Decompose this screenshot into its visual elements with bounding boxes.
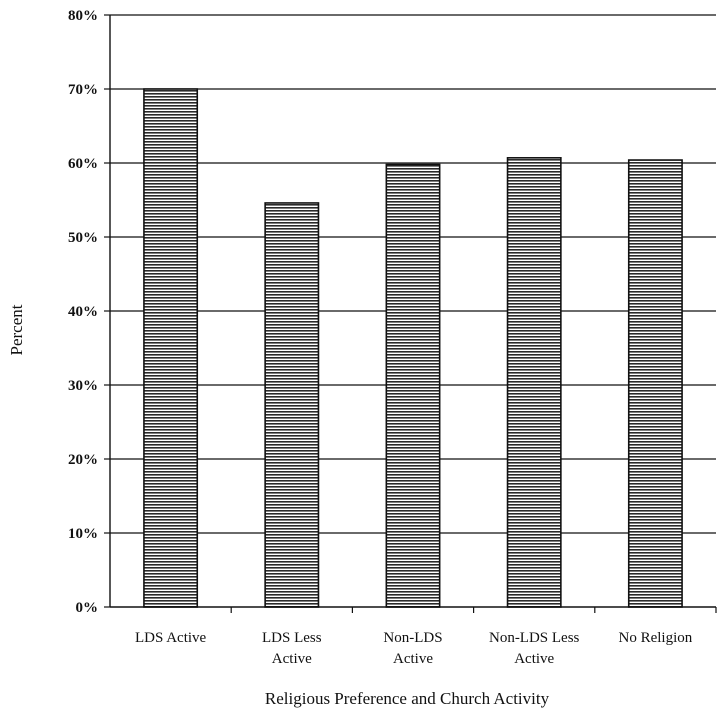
bar	[143, 88, 199, 608]
x-category-label-line: LDS Less	[262, 630, 322, 646]
y-tick-label: 0%	[76, 600, 99, 616]
y-tick-label: 30%	[68, 378, 98, 394]
y-tick-label: 40%	[68, 304, 98, 320]
x-axis-title: Religious Preference and Church Activity	[265, 689, 550, 708]
x-category-label: Non-LDS Active	[383, 630, 442, 667]
y-tick-label: 70%	[68, 82, 98, 98]
bar	[264, 202, 320, 608]
x-category-label-line: Active	[393, 651, 433, 667]
bar	[627, 159, 683, 608]
x-category-label-line: No Religion	[619, 630, 693, 646]
y-tick-labels: 0% 10% 20% 30% 40% 50% 60% 70% 80%	[68, 8, 98, 616]
x-category-label-line: Non-LDS	[383, 630, 442, 646]
y-tick-label: 80%	[68, 8, 98, 24]
x-category-label-line: Active	[272, 651, 312, 667]
x-category-label: LDS Active	[135, 630, 207, 646]
x-category-label: No Religion	[619, 630, 693, 646]
x-category-label: Non-LDS Less Active	[489, 630, 580, 667]
x-category-label-line: LDS Active	[135, 630, 207, 646]
y-tick-label: 60%	[68, 156, 98, 172]
axes	[104, 14, 717, 613]
bar	[385, 163, 441, 608]
bars	[143, 88, 683, 608]
y-tick-label: 10%	[68, 526, 98, 542]
x-category-label-line: Active	[514, 651, 554, 667]
y-tick-label: 50%	[68, 230, 98, 246]
x-category-label-line: Non-LDS Less	[489, 630, 580, 646]
bar	[506, 157, 562, 608]
y-axis-title: Percent	[7, 304, 26, 355]
x-category-label: LDS Less Active	[262, 630, 322, 667]
y-tick-label: 20%	[68, 452, 98, 468]
